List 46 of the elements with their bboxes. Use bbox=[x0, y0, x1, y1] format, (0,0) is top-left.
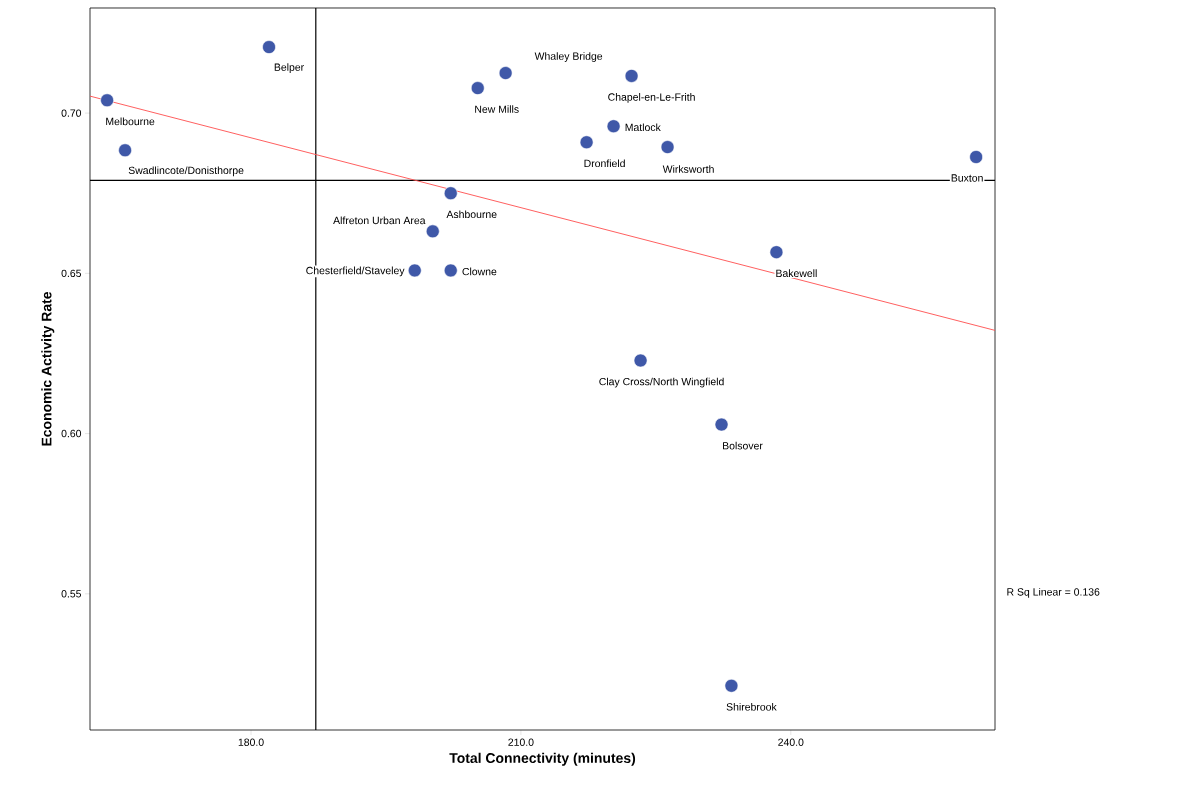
point bbox=[498, 66, 513, 80]
point bbox=[724, 678, 739, 693]
annotation: Bolsover bbox=[723, 441, 763, 450]
point bbox=[579, 135, 594, 150]
annotation: Clay Cross/North Wingfield bbox=[599, 377, 724, 388]
y-tick-label: 0.65 bbox=[61, 269, 82, 278]
point bbox=[969, 150, 983, 164]
y-tick-label: 0.55 bbox=[61, 590, 82, 598]
point bbox=[624, 69, 639, 83]
annotation: Alfreton Urban Area bbox=[333, 216, 426, 225]
point bbox=[425, 224, 440, 239]
y-tick-label: 0.60 bbox=[61, 429, 82, 438]
annotation: Ashbourne bbox=[446, 210, 497, 219]
annotation: Chapel-en-Le-Frith bbox=[608, 93, 695, 103]
annotation: Matlock bbox=[625, 123, 661, 132]
x-tick-label: 210.0 bbox=[508, 738, 534, 746]
x-axis-title: Total Connectivity (minutes) bbox=[449, 752, 636, 766]
annotation: Chesterfield/Staveley bbox=[306, 266, 405, 277]
x-tick-label: 180.0 bbox=[238, 738, 264, 746]
point bbox=[633, 353, 648, 368]
annotation: Bakewell bbox=[776, 269, 817, 278]
annotation: Swadlincote/Donisthorpe bbox=[128, 166, 244, 177]
point bbox=[769, 245, 784, 259]
annotation: Belper bbox=[274, 63, 304, 73]
annotation: Clowne bbox=[462, 267, 497, 276]
point bbox=[407, 263, 422, 278]
annotation: Melbourne bbox=[106, 117, 155, 126]
y-tick-label: 0.70 bbox=[61, 109, 82, 117]
point bbox=[714, 417, 729, 432]
point bbox=[606, 119, 621, 134]
annotation: Whaley Bridge bbox=[534, 52, 603, 62]
annotation: Shirebrook bbox=[726, 702, 777, 711]
point bbox=[470, 81, 485, 95]
annotation: Dronfield bbox=[584, 159, 625, 168]
point bbox=[443, 186, 458, 201]
text: R Sq Linear = 0.136 bbox=[1007, 587, 1100, 598]
point bbox=[262, 40, 276, 54]
point bbox=[660, 140, 675, 154]
point bbox=[118, 143, 132, 158]
y-axis-title: Economic Activity Rate bbox=[41, 291, 55, 446]
annotation: Buxton bbox=[951, 174, 983, 182]
annotation: Wirksworth bbox=[662, 165, 714, 173]
x-tick-label: 240.0 bbox=[778, 738, 804, 746]
point bbox=[443, 263, 458, 278]
point bbox=[100, 93, 114, 108]
annotation: New Mills bbox=[475, 105, 519, 113]
